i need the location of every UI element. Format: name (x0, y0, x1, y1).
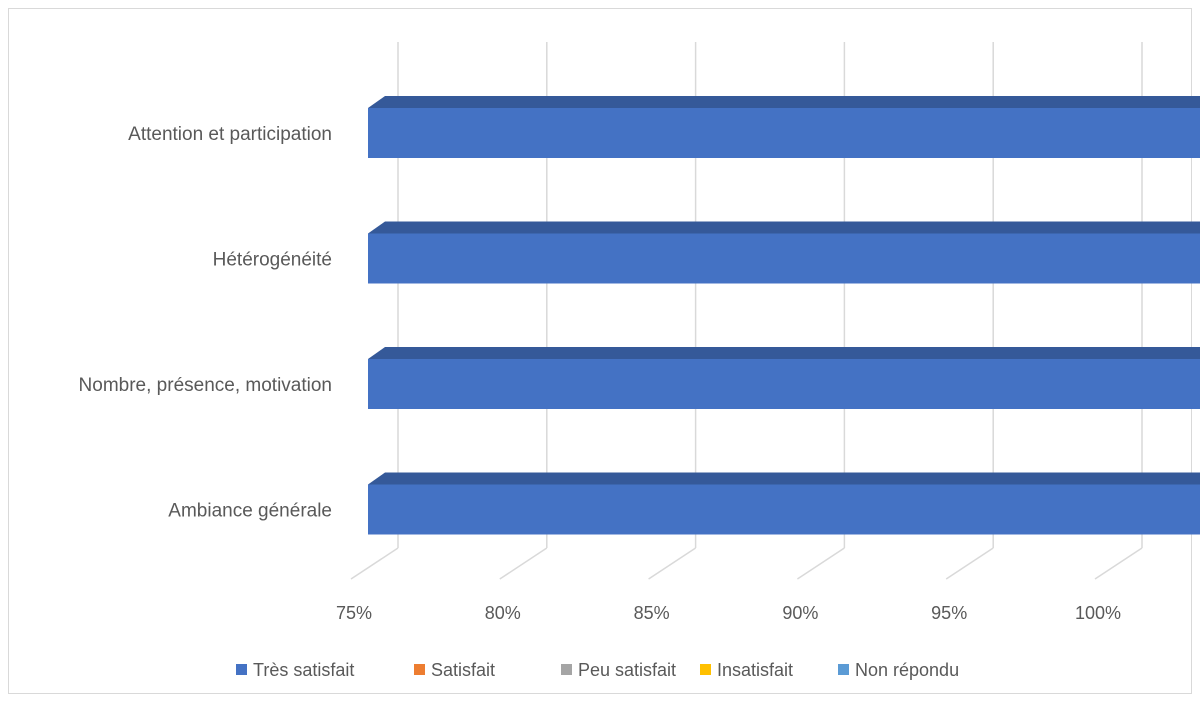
legend: Très satisfait Satisfait Peu satisfait Insa… (236, 660, 959, 680)
floor-gridline (648, 547, 697, 580)
legend-label: Insatisfait (717, 660, 793, 680)
category-label: Ambiance générale (168, 501, 332, 522)
category-label: Hétérogénéité (213, 250, 332, 271)
x-tick-label: 80% (485, 603, 521, 623)
bar-segment (368, 359, 1200, 409)
legend-label: Peu satisfait (578, 660, 676, 680)
legend-label: Non répondu (855, 660, 959, 680)
legend-swatch (236, 664, 247, 675)
x-tick-label: 90% (782, 603, 818, 623)
legend-swatch (700, 664, 711, 675)
floor-gridline (1094, 547, 1143, 580)
x-tick-label: 95% (931, 603, 967, 623)
bar-top-Très satisfait (368, 472, 1200, 485)
bars (368, 96, 1200, 535)
legend-label: Très satisfait (253, 660, 354, 680)
floor-gridline (945, 547, 994, 580)
x-tick-label: 85% (634, 603, 670, 623)
bar-top-Très satisfait (368, 347, 1200, 359)
bar-top-Très satisfait (368, 96, 1200, 108)
bar-segment (368, 233, 1200, 284)
floor-gridline (499, 547, 548, 580)
category-label: Nombre, présence, motivation (79, 375, 332, 396)
legend-swatch (561, 664, 572, 675)
category-label: Attention et participation (128, 124, 332, 145)
legend-swatch (414, 664, 425, 675)
bar-segment (368, 484, 1200, 535)
bar-top-Très satisfait (368, 221, 1200, 234)
bar-segment (368, 108, 1200, 158)
x-tick-label: 100% (1075, 603, 1121, 623)
legend-swatch (838, 664, 849, 675)
x-axis-ticks: 75% 80% 85% 90% 95% 100% (336, 603, 1121, 623)
floor-gridline (350, 547, 399, 580)
legend-label: Satisfait (431, 660, 495, 680)
floor-gridline (796, 547, 845, 580)
x-tick-label: 75% (336, 603, 372, 623)
category-labels: Attention et participation Hétérogénéité N… (79, 124, 332, 522)
